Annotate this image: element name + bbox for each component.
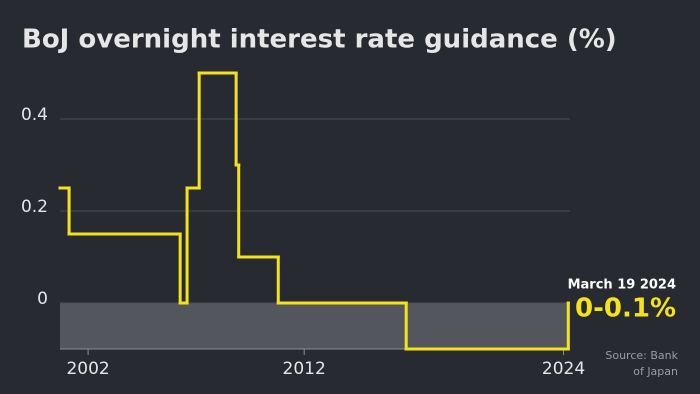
chart-title: BoJ overnight interest rate guidance (%) [22,25,617,55]
y-tick-label: 0.4 [21,105,48,125]
x-tick-label: 2012 [283,359,326,379]
x-tick-label: 2002 [66,359,109,379]
annotation-date: March 19 2024 [568,278,676,293]
y-tick-label: 0 [37,289,48,309]
source: Source: Bank of Japan [605,349,678,378]
annotation-value: 0-0.1% [575,294,676,324]
x-tick-label: 2024 [542,359,585,379]
negative-zone [60,303,570,349]
y-tick-label: 0.2 [21,197,48,217]
